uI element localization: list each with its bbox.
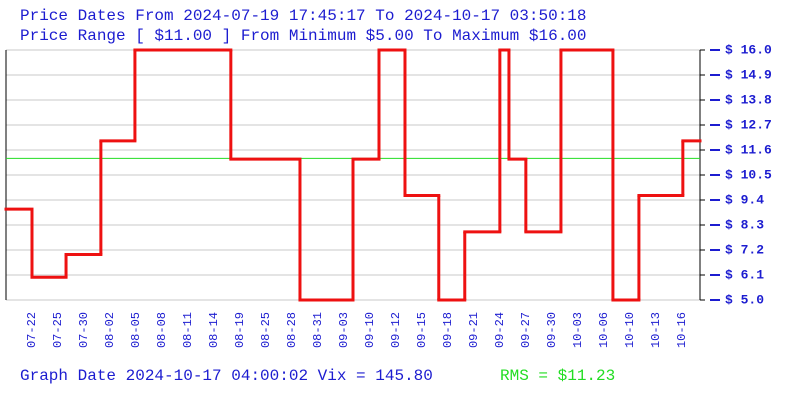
x-tick-label: 09-12 xyxy=(389,312,403,348)
x-tick-label: 10-16 xyxy=(675,312,689,348)
x-tick-label: 10-03 xyxy=(571,312,585,348)
x-tick-label: 07-25 xyxy=(51,312,65,348)
y-tick-label: $ 7.2 xyxy=(725,242,764,257)
x-tick-label: 07-22 xyxy=(25,312,39,348)
x-tick-label: 08-19 xyxy=(233,312,247,348)
x-tick-label: 08-11 xyxy=(181,312,195,348)
x-tick-label: 09-10 xyxy=(363,312,377,348)
y-tick-label: $ 14.9 xyxy=(725,67,772,82)
x-tick-label: 09-24 xyxy=(493,312,507,348)
y-tick-label: $ 16.0 xyxy=(725,42,772,57)
x-tick-label: 08-05 xyxy=(129,312,143,348)
y-tick-label: $ 13.8 xyxy=(725,92,772,107)
x-tick-label: 08-08 xyxy=(155,312,169,348)
chart-title: Price Dates From 2024-07-19 17:45:17 To … xyxy=(20,7,587,25)
rms-label: RMS = $11.23 xyxy=(500,367,615,385)
y-tick-label: $ 5.0 xyxy=(725,292,764,307)
x-tick-label: 09-21 xyxy=(467,312,481,348)
footer: Graph Date 2024-10-17 04:00:02 Vix = 145… xyxy=(20,367,433,385)
x-tick-label: 09-18 xyxy=(441,312,455,348)
y-tick-label: $ 6.1 xyxy=(725,267,764,282)
x-tick-label: 09-27 xyxy=(519,312,533,348)
y-tick-label: $ 12.7 xyxy=(725,117,772,132)
x-tick-label: 10-10 xyxy=(623,312,637,348)
x-tick-label: 09-15 xyxy=(415,312,429,348)
x-tick-label: 08-02 xyxy=(103,312,117,348)
x-tick-label: 08-28 xyxy=(285,312,299,348)
x-tick-label: 08-14 xyxy=(207,312,221,348)
chart-subtitle: Price Range [ $11.00 ] From Minimum $5.0… xyxy=(20,27,587,45)
x-tick-label: 08-25 xyxy=(259,312,273,348)
x-tick-label: 10-06 xyxy=(597,312,611,348)
x-tick-label: 09-03 xyxy=(337,312,351,348)
y-tick-label: $ 10.5 xyxy=(725,167,772,182)
x-tick-label: 10-13 xyxy=(649,312,663,348)
y-tick-label: $ 9.4 xyxy=(725,192,764,207)
y-tick-label: $ 8.3 xyxy=(725,217,764,232)
x-tick-label: 07-30 xyxy=(77,312,91,348)
x-tick-label: 09-30 xyxy=(545,312,559,348)
y-tick-label: $ 11.6 xyxy=(725,142,772,157)
x-tick-label: 08-31 xyxy=(311,312,325,348)
